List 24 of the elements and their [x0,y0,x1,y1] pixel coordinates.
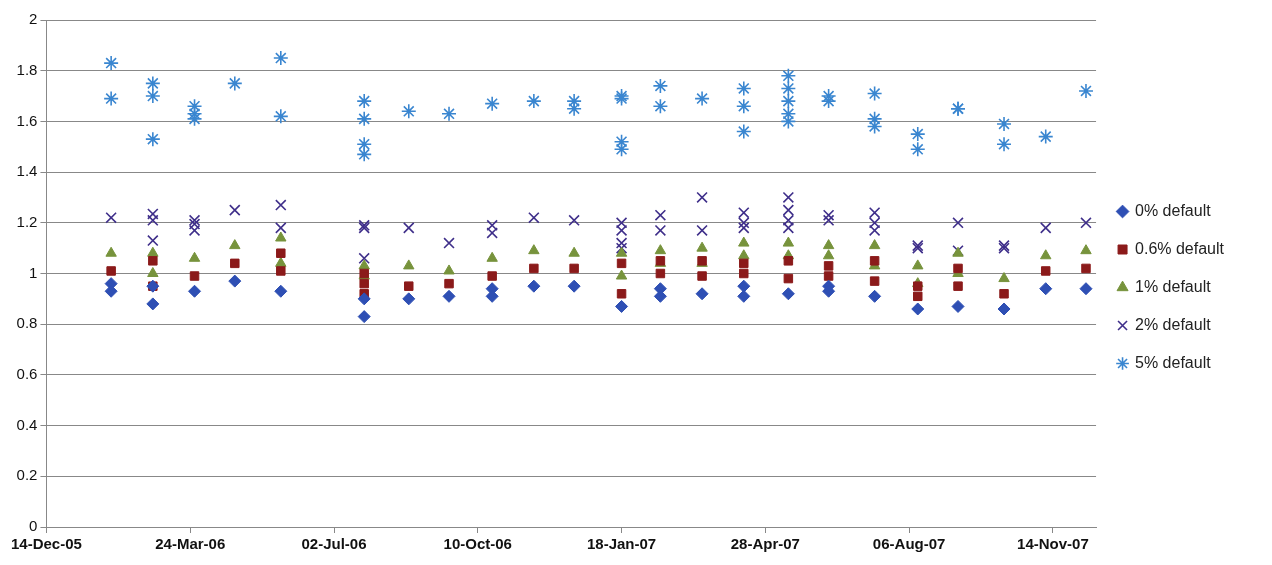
legend-label: 0.6% default [1135,239,1225,257]
y-tick-label: 1.8 [16,60,38,78]
x-tick-label: 14-Dec-05 [10,535,82,553]
y-tick-label: 0.8 [16,314,38,332]
y-tick-label: 1.2 [16,212,38,230]
y-tick-label: 1.6 [16,111,38,129]
y-tick-label: 0.4 [16,415,38,433]
y-tick-label: 0.6 [16,365,38,383]
y-tick-label: 1 [29,263,38,281]
y-tick-label: 2 [29,10,38,28]
x-tick-label: 24-Mar-06 [155,535,226,553]
legend-label: 2% default [1135,315,1212,333]
legend-label: 1% default [1135,277,1212,295]
legend-label: 0% default [1135,201,1212,219]
y-tick-label: 0.2 [16,466,38,484]
x-tick-label: 10-Oct-06 [443,535,512,553]
legend-label: 5% default [1135,353,1212,371]
x-tick-label: 14-Nov-07 [1017,535,1089,553]
x-tick-label: 02-Jul-06 [301,535,367,553]
x-tick-label: 28-Apr-07 [730,535,800,553]
x-tick-label: 18-Jan-07 [586,535,657,553]
x-tick-label: 06-Aug-07 [872,535,946,553]
y-tick-label: 1.4 [16,162,38,180]
y-tick-label: 0 [29,517,38,535]
